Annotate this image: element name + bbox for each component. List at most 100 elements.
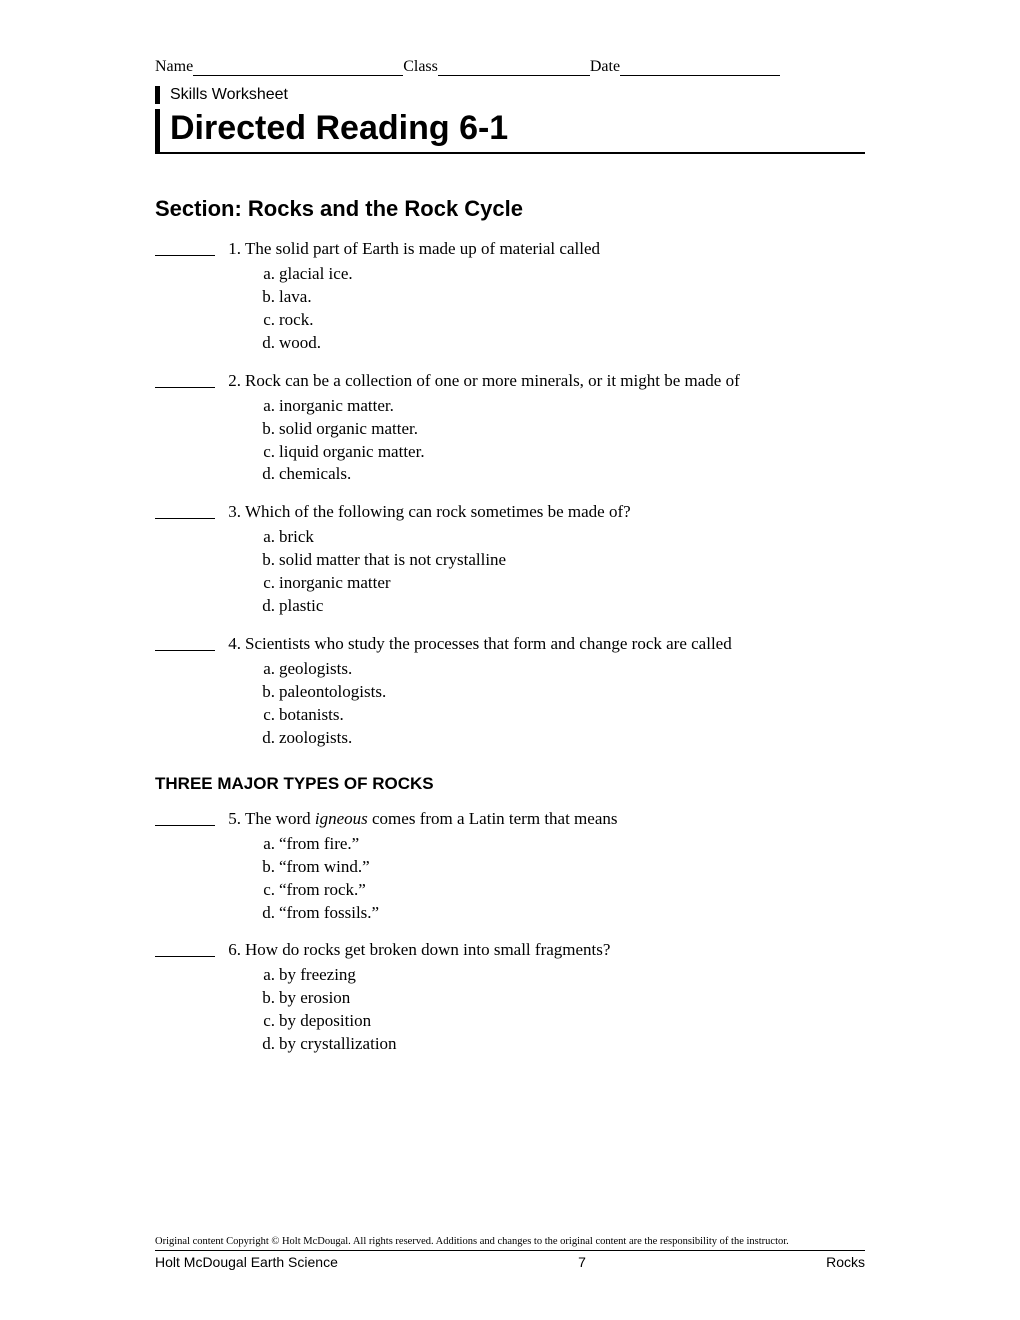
- question-number: 4.: [219, 633, 241, 750]
- option-text: plastic: [279, 595, 323, 618]
- option: d.plastic: [257, 595, 865, 618]
- option-letter: c.: [257, 1010, 275, 1033]
- option-text: by deposition: [279, 1010, 371, 1033]
- option: c.by deposition: [257, 1010, 865, 1033]
- sub-heading: THREE MAJOR TYPES OF ROCKS: [155, 774, 865, 794]
- question-number: 5.: [219, 808, 241, 925]
- option-letter: d.: [257, 332, 275, 355]
- answer-blank[interactable]: [155, 633, 215, 651]
- option-text: solid organic matter.: [279, 418, 418, 441]
- option-text: “from wind.”: [279, 856, 370, 879]
- option: b.“from wind.”: [257, 856, 865, 879]
- option-letter: b.: [257, 286, 275, 309]
- question-stem: The word igneous comes from a Latin term…: [245, 808, 865, 831]
- option: d.“from fossils.”: [257, 902, 865, 925]
- answer-blank[interactable]: [155, 501, 215, 519]
- option-text: by erosion: [279, 987, 350, 1010]
- question: 3.Which of the following can rock someti…: [155, 501, 865, 618]
- option-letter: d.: [257, 1033, 275, 1056]
- copyright: Original content Copyright © Holt McDoug…: [155, 1236, 865, 1251]
- option-text: solid matter that is not crystalline: [279, 549, 506, 572]
- question: 4.Scientists who study the processes tha…: [155, 633, 865, 750]
- option-letter: b.: [257, 549, 275, 572]
- option-letter: a.: [257, 526, 275, 549]
- option-text: chemicals.: [279, 463, 351, 486]
- option-text: lava.: [279, 286, 312, 309]
- header-fields: Name Class Date: [155, 58, 865, 76]
- option: b.by erosion: [257, 987, 865, 1010]
- question-list-1: 1.The solid part of Earth is made up of …: [155, 238, 865, 750]
- question-number: 2.: [219, 370, 241, 487]
- question-list-2: 5.The word igneous comes from a Latin te…: [155, 808, 865, 1056]
- options: a.geologists.b.paleontologists.c.botanis…: [245, 658, 865, 750]
- option-letter: d.: [257, 727, 275, 750]
- question: 6.How do rocks get broken down into smal…: [155, 939, 865, 1056]
- question-body: The solid part of Earth is made up of ma…: [245, 238, 865, 355]
- question: 2.Rock can be a collection of one or mor…: [155, 370, 865, 487]
- option-text: glacial ice.: [279, 263, 353, 286]
- option-text: geologists.: [279, 658, 352, 681]
- question-stem: How do rocks get broken down into small …: [245, 939, 865, 962]
- option-text: by freezing: [279, 964, 356, 987]
- option-letter: b.: [257, 987, 275, 1010]
- class-blank[interactable]: [438, 58, 590, 76]
- option-letter: c.: [257, 879, 275, 902]
- option: c.“from rock.”: [257, 879, 865, 902]
- footer-left: Holt McDougal Earth Science: [155, 1254, 338, 1270]
- question-number: 1.: [219, 238, 241, 355]
- option: a.geologists.: [257, 658, 865, 681]
- question-body: Rock can be a collection of one or more …: [245, 370, 865, 487]
- option-text: inorganic matter.: [279, 395, 394, 418]
- option: c.botanists.: [257, 704, 865, 727]
- option-letter: a.: [257, 964, 275, 987]
- option-text: wood.: [279, 332, 321, 355]
- question-body: Which of the following can rock sometime…: [245, 501, 865, 618]
- name-label: Name: [155, 58, 193, 76]
- option: b.solid organic matter.: [257, 418, 865, 441]
- question-body: The word igneous comes from a Latin term…: [245, 808, 865, 925]
- option-text: rock.: [279, 309, 313, 332]
- option-letter: a.: [257, 263, 275, 286]
- option: d.wood.: [257, 332, 865, 355]
- option-text: botanists.: [279, 704, 344, 727]
- question-stem: Which of the following can rock sometime…: [245, 501, 865, 524]
- options: a.“from fire.”b.“from wind.”c.“from rock…: [245, 833, 865, 925]
- option-letter: c.: [257, 572, 275, 595]
- option-text: “from rock.”: [279, 879, 366, 902]
- option-text: “from fire.”: [279, 833, 359, 856]
- answer-blank[interactable]: [155, 808, 215, 826]
- option-letter: d.: [257, 463, 275, 486]
- option: b.lava.: [257, 286, 865, 309]
- option: d.by crystallization: [257, 1033, 865, 1056]
- option: d.zoologists.: [257, 727, 865, 750]
- option-letter: a.: [257, 833, 275, 856]
- footer: Original content Copyright © Holt McDoug…: [155, 1236, 865, 1270]
- name-blank[interactable]: [193, 58, 403, 76]
- title-row: Directed Reading 6-1: [155, 109, 865, 154]
- option: c.liquid organic matter.: [257, 441, 865, 464]
- option-text: “from fossils.”: [279, 902, 379, 925]
- date-blank[interactable]: [620, 58, 780, 76]
- option: d.chemicals.: [257, 463, 865, 486]
- option-letter: d.: [257, 595, 275, 618]
- option-letter: a.: [257, 658, 275, 681]
- option-text: paleontologists.: [279, 681, 386, 704]
- question-number: 6.: [219, 939, 241, 1056]
- option-letter: a.: [257, 395, 275, 418]
- answer-blank[interactable]: [155, 939, 215, 957]
- option: a.by freezing: [257, 964, 865, 987]
- option: b.solid matter that is not crystalline: [257, 549, 865, 572]
- question: 5.The word igneous comes from a Latin te…: [155, 808, 865, 925]
- option-text: zoologists.: [279, 727, 352, 750]
- option-letter: b.: [257, 856, 275, 879]
- options: a.brickb.solid matter that is not crysta…: [245, 526, 865, 618]
- question-stem: Rock can be a collection of one or more …: [245, 370, 865, 393]
- class-label: Class: [403, 58, 438, 76]
- footer-right: Rocks: [826, 1254, 865, 1270]
- question-number: 3.: [219, 501, 241, 618]
- question-body: How do rocks get broken down into small …: [245, 939, 865, 1056]
- question-body: Scientists who study the processes that …: [245, 633, 865, 750]
- answer-blank[interactable]: [155, 370, 215, 388]
- answer-blank[interactable]: [155, 238, 215, 256]
- option-letter: b.: [257, 418, 275, 441]
